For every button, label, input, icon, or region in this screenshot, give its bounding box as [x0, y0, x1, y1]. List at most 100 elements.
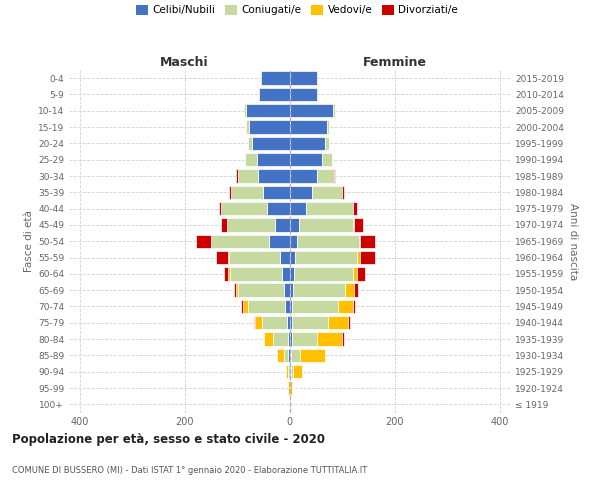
Bar: [292, 316, 328, 330]
Bar: [290, 104, 332, 118]
Text: Femmine: Femmine: [362, 56, 427, 69]
Bar: [292, 300, 338, 313]
Bar: [257, 153, 290, 166]
Bar: [268, 202, 290, 215]
Legend: Celibi/Nubili, Coniugati/e, Vedovi/e, Divorziati/e: Celibi/Nubili, Coniugati/e, Vedovi/e, Di…: [136, 5, 458, 15]
Bar: [262, 316, 287, 330]
Bar: [238, 284, 284, 297]
Bar: [286, 365, 289, 378]
Bar: [290, 332, 292, 346]
Bar: [288, 332, 290, 346]
Bar: [258, 170, 290, 182]
Bar: [342, 332, 344, 346]
Bar: [227, 251, 229, 264]
Bar: [290, 316, 292, 330]
Bar: [290, 186, 311, 199]
Bar: [290, 267, 294, 280]
Bar: [290, 170, 317, 182]
Bar: [332, 104, 335, 118]
Bar: [229, 186, 230, 199]
Text: COMUNE DI BUSSERO (MI) - Dati ISTAT 1° gennaio 2020 - Elaborazione TUTTITALIA.IT: COMUNE DI BUSSERO (MI) - Dati ISTAT 1° g…: [12, 466, 367, 475]
Bar: [359, 234, 361, 248]
Bar: [348, 316, 350, 330]
Bar: [338, 300, 353, 313]
Bar: [211, 234, 269, 248]
Bar: [252, 136, 290, 150]
Bar: [284, 348, 289, 362]
Bar: [196, 234, 211, 248]
Bar: [269, 234, 290, 248]
Bar: [294, 267, 353, 280]
Bar: [273, 332, 288, 346]
Bar: [300, 348, 325, 362]
Bar: [292, 332, 317, 346]
Bar: [221, 218, 227, 232]
Y-axis label: Fasce di età: Fasce di età: [24, 210, 34, 272]
Bar: [325, 136, 329, 150]
Bar: [219, 202, 221, 215]
Bar: [344, 284, 354, 297]
Bar: [353, 267, 357, 280]
Bar: [353, 202, 356, 215]
Bar: [286, 300, 290, 313]
Bar: [290, 202, 307, 215]
Text: Popolazione per età, sesso e stato civile - 2020: Popolazione per età, sesso e stato civil…: [12, 432, 325, 446]
Bar: [263, 186, 290, 199]
Bar: [277, 348, 284, 362]
Bar: [290, 88, 317, 101]
Bar: [298, 234, 359, 248]
Bar: [290, 365, 293, 378]
Bar: [228, 267, 230, 280]
Bar: [289, 382, 290, 394]
Bar: [284, 284, 290, 297]
Bar: [216, 251, 227, 264]
Bar: [334, 170, 335, 182]
Bar: [295, 251, 357, 264]
Bar: [248, 136, 252, 150]
Bar: [290, 382, 292, 394]
Bar: [322, 153, 331, 166]
Bar: [221, 202, 268, 215]
Bar: [238, 170, 258, 182]
Bar: [290, 72, 317, 85]
Bar: [254, 316, 256, 330]
Bar: [290, 153, 322, 166]
Bar: [290, 300, 292, 313]
Bar: [289, 365, 290, 378]
Bar: [328, 316, 348, 330]
Bar: [289, 348, 290, 362]
Bar: [244, 104, 247, 118]
Bar: [290, 251, 295, 264]
Bar: [236, 170, 238, 182]
Bar: [230, 186, 263, 199]
Bar: [236, 284, 238, 297]
Bar: [224, 267, 228, 280]
Bar: [244, 300, 248, 313]
Bar: [290, 136, 325, 150]
Y-axis label: Anni di nascita: Anni di nascita: [568, 202, 578, 280]
Bar: [307, 202, 353, 215]
Bar: [229, 251, 280, 264]
Bar: [317, 170, 334, 182]
Bar: [247, 120, 248, 134]
Bar: [290, 120, 328, 134]
Bar: [230, 267, 281, 280]
Bar: [281, 267, 290, 280]
Bar: [264, 332, 273, 346]
Bar: [227, 218, 275, 232]
Bar: [241, 300, 244, 313]
Bar: [256, 316, 262, 330]
Bar: [259, 88, 290, 101]
Bar: [353, 218, 363, 232]
Bar: [248, 120, 290, 134]
Bar: [275, 218, 290, 232]
Bar: [293, 284, 344, 297]
Bar: [354, 284, 358, 297]
Bar: [357, 251, 360, 264]
Bar: [360, 251, 374, 264]
Bar: [248, 300, 286, 313]
Bar: [342, 186, 344, 199]
Bar: [280, 251, 290, 264]
Bar: [247, 104, 290, 118]
Bar: [287, 316, 290, 330]
